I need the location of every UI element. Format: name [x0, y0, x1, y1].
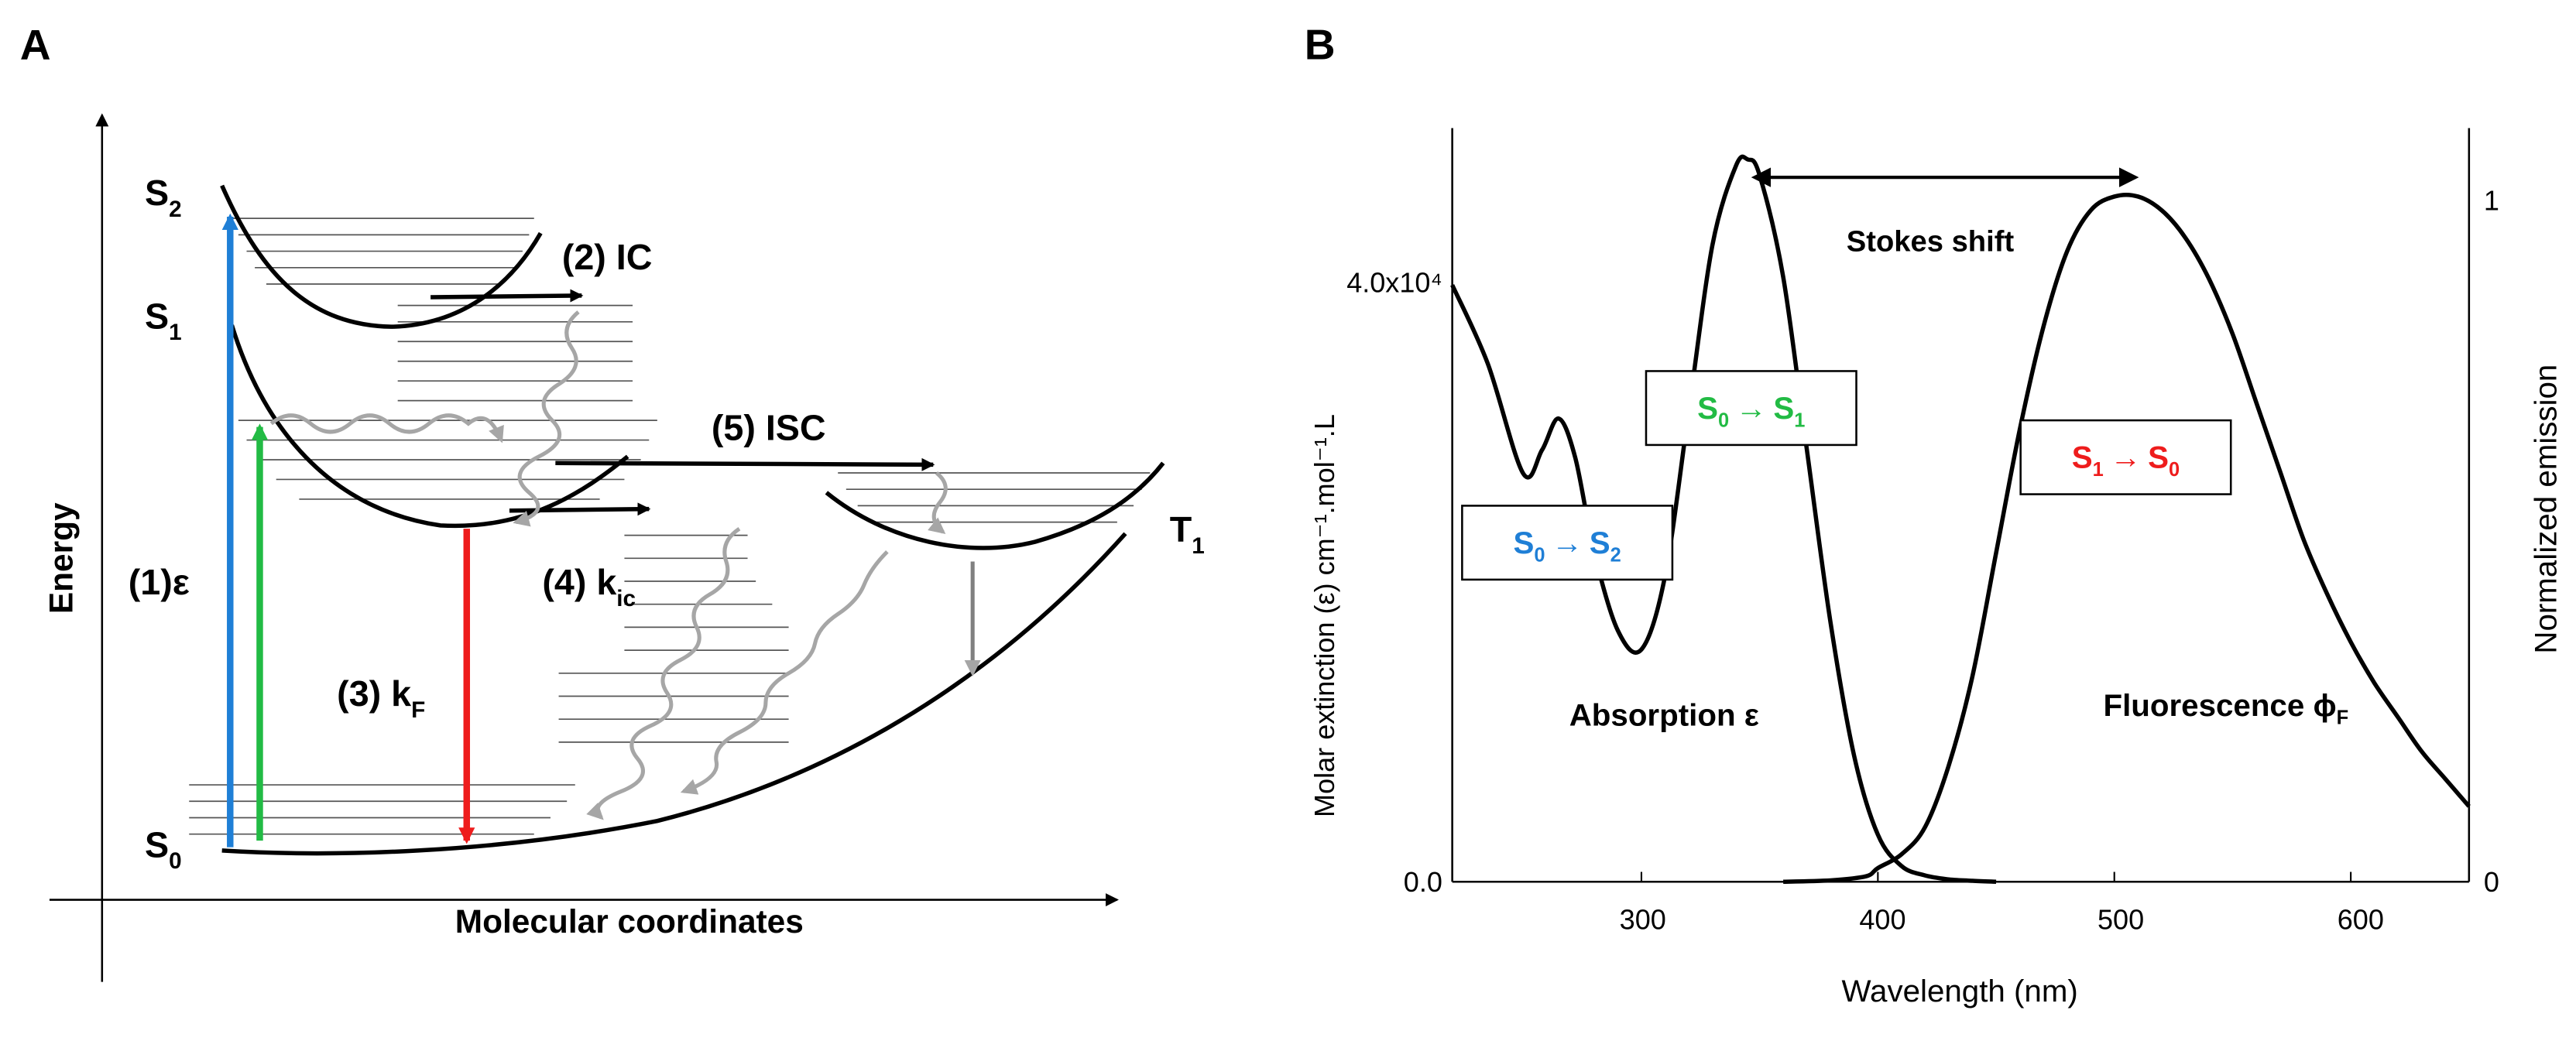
s1-label: S1	[145, 296, 182, 345]
t1-label: T1	[1170, 509, 1205, 559]
transition-label-s0-s1: S0 → S1	[1697, 391, 1805, 432]
x-axis-label: Wavelength (nm)	[1842, 974, 2078, 1008]
relax-t1	[928, 471, 948, 535]
isc-arrow	[555, 457, 935, 471]
absorption-curve	[1450, 154, 1997, 884]
t1-curve	[825, 461, 1165, 550]
panel-a: A Energy Molecular coordinates	[20, 20, 1205, 982]
transition-box-s0-s2: S0 → S2	[1461, 505, 1674, 581]
absorption-region-label: Absorption ε	[1569, 698, 1759, 733]
s0-curve	[221, 532, 1127, 856]
x-tick-500: 500	[2098, 904, 2144, 936]
x-tick-300: 300	[1620, 904, 1666, 936]
s2-curve	[220, 184, 543, 329]
vibrational-levels	[189, 217, 1151, 835]
fluorescence-curve	[1783, 192, 2471, 884]
panel-b-letter: B	[1305, 20, 1336, 68]
s2-label: S2	[145, 173, 182, 222]
isc-label: (5) ISC	[712, 408, 826, 448]
transition-box-s0-s1: S0 → S1	[1645, 370, 1857, 447]
s0-label: S0	[145, 824, 182, 874]
panel-a-letter: A	[20, 20, 51, 68]
vibrational-relaxation	[269, 310, 948, 820]
s1-relax-arrow	[509, 502, 651, 516]
x-tick-600: 600	[2338, 904, 2384, 936]
panel-b: B 0.0 4.0x10⁴ 0 1 300 400 500 600 Wavele…	[1305, 20, 2564, 1008]
transition-label-s0-s2: S0 → S2	[1513, 526, 1621, 567]
s1-curve	[229, 324, 629, 529]
coordinate-axis-label: Molecular coordinates	[455, 903, 804, 940]
absorption-label: (1)ε	[129, 562, 190, 602]
x-tick-marks	[1640, 871, 2352, 882]
relax-kic-1	[586, 526, 741, 820]
ic-arrow	[430, 289, 584, 303]
stokes-shift-label: Stokes shift	[1847, 225, 2015, 259]
left-tick-0: 0.0	[1404, 866, 1442, 898]
right-axis-label: Normalized emission	[2528, 365, 2563, 654]
relax-s1-left	[269, 413, 504, 443]
relax-kic-2	[680, 550, 889, 795]
right-tick-0: 0	[2484, 866, 2499, 898]
energy-axis-label: Energy	[43, 502, 80, 614]
right-tick-1: 1	[2484, 185, 2499, 217]
transition-box-s1-s0: S1 → S0	[2019, 419, 2232, 495]
kic-label: (4) kic	[542, 562, 636, 611]
fluorescence-region-label: Fluorescence ϕF	[2103, 688, 2348, 729]
left-tick-1: 4.0x10⁴	[1346, 267, 1442, 299]
ic-label: (2) IC	[562, 237, 653, 277]
kf-label: (3) kF	[337, 673, 425, 723]
x-tick-400: 400	[1859, 904, 1905, 936]
left-axis-label: Molar extinction (ε) cm⁻¹.mol⁻¹.L	[1309, 414, 1340, 817]
relax-ic	[513, 310, 580, 527]
transition-label-s1-s0: S1 → S0	[2072, 440, 2180, 481]
